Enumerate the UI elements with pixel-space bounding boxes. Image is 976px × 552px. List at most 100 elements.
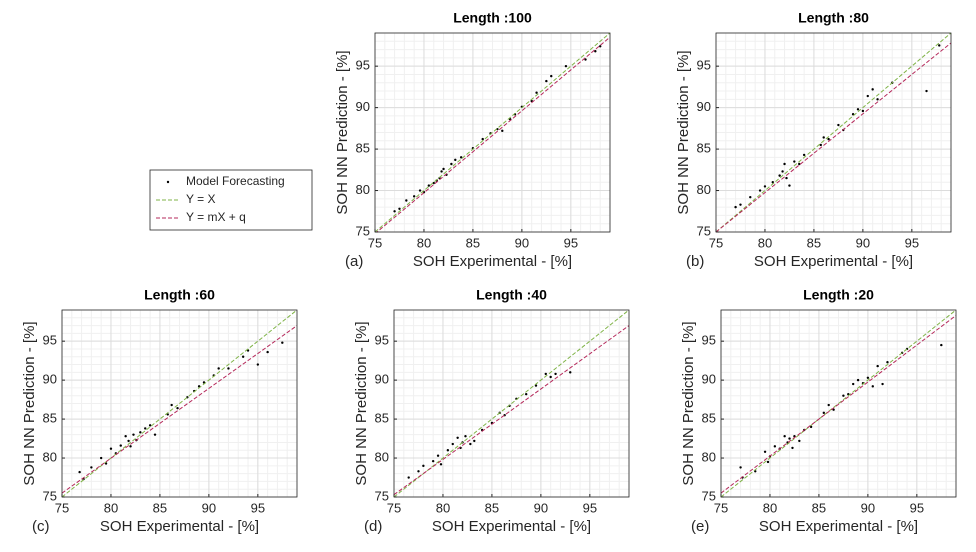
x-tick-label: 90: [856, 235, 870, 250]
data-point: [464, 435, 467, 438]
axes-box: [374, 32, 611, 233]
axes-box: [720, 309, 957, 498]
y-tick-label: 75: [702, 488, 716, 503]
data-point: [734, 205, 737, 209]
data-layer: [394, 310, 629, 497]
data-point: [798, 162, 801, 166]
panel-label: (c): [32, 518, 50, 535]
axes-box: [61, 309, 298, 498]
data-point: [781, 170, 784, 173]
data-point: [788, 437, 791, 440]
data-point: [584, 58, 587, 61]
data-point: [139, 431, 142, 434]
data-point: [153, 433, 157, 436]
data-point: [217, 367, 220, 370]
fit-line: [716, 33, 951, 232]
x-tick-label: 85: [153, 500, 167, 515]
data-point: [469, 442, 472, 446]
data-point: [822, 411, 826, 415]
legend-label: Model Forecasting: [186, 174, 285, 188]
data-point: [450, 162, 453, 166]
data-point: [554, 372, 557, 376]
fit-line: [375, 33, 610, 232]
fit-line: [376, 36, 610, 232]
data-point: [739, 466, 742, 469]
data-point: [549, 375, 552, 379]
x-axis-label: SOH Experimental - [%]: [432, 518, 591, 535]
data-point: [856, 378, 860, 382]
panel-label: (d): [364, 518, 382, 535]
data-point: [544, 372, 547, 376]
y-axis-label: SOH NN Prediction - [%]: [675, 50, 692, 214]
data-point: [90, 466, 93, 469]
data-point: [439, 463, 443, 466]
chart-title: Length :60: [144, 287, 215, 303]
data-point: [281, 341, 284, 344]
y-axis-label: SOH NN Prediction - [%]: [334, 50, 351, 214]
x-tick-label: 95: [583, 500, 597, 515]
y-tick-label: 75: [375, 488, 389, 503]
axes-box: [715, 32, 952, 233]
data-point: [535, 91, 538, 94]
x-tick-label: 95: [251, 500, 265, 515]
panel-label: (e): [691, 518, 709, 535]
data-point: [99, 456, 103, 460]
x-tick-label: 95: [564, 235, 578, 250]
x-tick-label: 95: [910, 500, 924, 515]
data-point: [148, 424, 152, 427]
data-point: [442, 167, 445, 171]
data-point: [431, 459, 435, 463]
data-point: [454, 158, 457, 162]
x-tick-label: 75: [368, 235, 382, 250]
y-tick-label: 80: [702, 449, 716, 464]
y-tick-label: 95: [356, 58, 370, 73]
data-point: [78, 470, 81, 474]
y-tick-label: 85: [375, 411, 389, 426]
subplot: 75 80 85 90 95 75 80 85 90 95 Length :40 SOH Experi…: [353, 287, 630, 535]
data-point: [550, 74, 553, 78]
data-point: [256, 363, 260, 366]
data-point: [176, 406, 179, 410]
data-point: [227, 367, 230, 370]
data-point: [132, 433, 135, 436]
data-point: [925, 89, 928, 93]
y-tick-label: 75: [356, 223, 370, 238]
x-tick-label: 75: [387, 500, 401, 515]
data-point: [783, 162, 786, 166]
data-point: [861, 109, 865, 113]
legend-label: Y = X: [186, 192, 215, 206]
data-point: [793, 160, 796, 163]
fit-line: [394, 310, 629, 497]
data-point: [124, 435, 127, 438]
x-tick-label: 80: [763, 500, 777, 515]
data-point: [871, 385, 874, 388]
y-tick-label: 80: [375, 449, 389, 464]
y-tick-label: 90: [375, 372, 389, 387]
x-tick-label: 80: [758, 235, 772, 250]
data-point: [501, 129, 504, 133]
x-tick-label: 90: [861, 500, 875, 515]
data-point: [144, 427, 147, 430]
fit-line: [721, 310, 956, 497]
y-tick-label: 80: [697, 182, 711, 197]
fit-line: [721, 315, 956, 494]
x-tick-label: 85: [812, 500, 826, 515]
legend: Model Forecasting Y = X Y = mX + q: [149, 169, 313, 231]
x-tick-label: 95: [905, 235, 919, 250]
data-point: [451, 442, 454, 446]
data-point: [127, 439, 130, 443]
y-tick-label: 85: [356, 141, 370, 156]
data-point: [886, 361, 889, 364]
y-tick-label: 90: [702, 372, 716, 387]
data-point: [432, 181, 435, 185]
data-point: [876, 364, 879, 368]
data-point: [827, 403, 830, 407]
data-point: [758, 189, 762, 192]
y-tick-label: 95: [702, 333, 716, 348]
x-tick-label: 90: [515, 235, 529, 250]
x-tick-label: 85: [485, 500, 499, 515]
data-layer: [62, 310, 297, 497]
y-tick-label: 75: [43, 488, 57, 503]
y-tick-label: 80: [43, 449, 57, 464]
y-tick-label: 90: [43, 372, 57, 387]
